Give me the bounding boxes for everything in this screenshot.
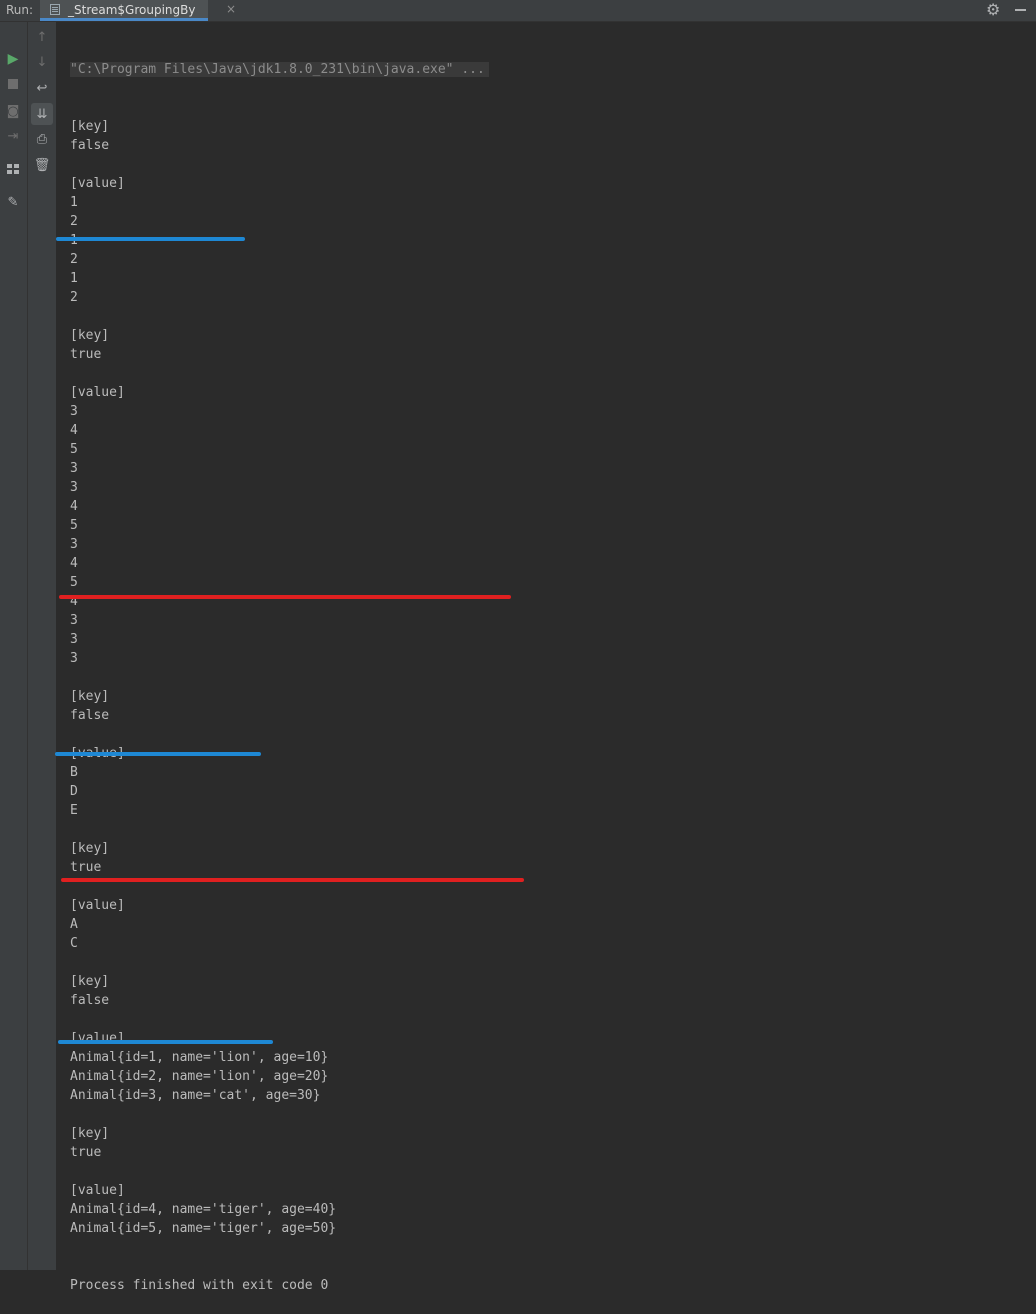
console-line: Animal{id=2, name='lion', age=20} bbox=[70, 1069, 329, 1084]
console-line: 3 bbox=[70, 404, 78, 419]
run-label: Run: bbox=[6, 3, 34, 17]
run-toolbar: ▶ ◙ ⇥ ✎ bbox=[0, 22, 28, 1270]
soft-wrap-icon[interactable]: ↩ bbox=[36, 80, 48, 96]
console-line: Process finished with exit code 0 bbox=[70, 1278, 329, 1293]
console-line bbox=[70, 953, 1010, 972]
console-line bbox=[70, 1257, 1010, 1276]
console-line: [value] bbox=[70, 898, 125, 913]
play-icon[interactable]: ▶ bbox=[7, 51, 19, 67]
red-separator-1 bbox=[59, 595, 511, 599]
trash-icon[interactable]: 🗑 bbox=[33, 157, 51, 173]
console-line bbox=[70, 1105, 1010, 1124]
blue-separator-1 bbox=[56, 237, 245, 241]
console-line bbox=[70, 364, 1010, 383]
console-line: [value] bbox=[70, 176, 125, 191]
console-line: [key] bbox=[70, 974, 110, 989]
arrow-up-icon[interactable]: ↑ bbox=[36, 29, 48, 45]
console-line: [key] bbox=[70, 1126, 110, 1141]
console-line bbox=[70, 155, 1010, 174]
console-line: 1 bbox=[70, 195, 78, 210]
pin-icon[interactable]: ✎ bbox=[7, 194, 19, 210]
blue-separator-2 bbox=[55, 752, 261, 756]
minimize-icon[interactable] bbox=[1015, 9, 1026, 11]
stop-icon[interactable] bbox=[4, 75, 22, 93]
console-line bbox=[70, 1162, 1010, 1181]
console-line bbox=[70, 1238, 1010, 1257]
console-line: E bbox=[70, 803, 78, 818]
tab-title: _Stream$GroupingBy bbox=[68, 3, 196, 17]
gear-icon[interactable]: ⚙ bbox=[986, 0, 1001, 19]
run-tool-window-header: Run: _Stream$GroupingBy × ⚙ bbox=[0, 0, 1036, 22]
console-line: 3 bbox=[70, 480, 78, 495]
console-line: 5 bbox=[70, 518, 78, 533]
console-line: 1 bbox=[70, 271, 78, 286]
console-line: 5 bbox=[70, 442, 78, 457]
console-line: 3 bbox=[70, 613, 78, 628]
layout-icon[interactable] bbox=[4, 160, 22, 178]
console-icon bbox=[50, 4, 60, 15]
command-line: "C:\Program Files\Java\jdk1.8.0_231\bin\… bbox=[70, 62, 489, 77]
print-icon[interactable]: ⎙ bbox=[36, 131, 48, 147]
blue-separator-3 bbox=[58, 1040, 273, 1044]
close-icon[interactable]: × bbox=[226, 2, 237, 16]
console-line bbox=[70, 1010, 1010, 1029]
console-line: false bbox=[70, 138, 110, 153]
console-line: 3 bbox=[70, 651, 78, 666]
console-line: 4 bbox=[70, 499, 78, 514]
console-line: D bbox=[70, 784, 78, 799]
console-line: [value] bbox=[70, 1183, 125, 1198]
console-line: true bbox=[70, 347, 102, 362]
console-line: B bbox=[70, 765, 78, 780]
console-line: [value] bbox=[70, 385, 125, 400]
console-line: C bbox=[70, 936, 78, 951]
console-line: [key] bbox=[70, 328, 110, 343]
console-line: [key] bbox=[70, 841, 110, 856]
console-line: false bbox=[70, 993, 110, 1008]
console-line: 4 bbox=[70, 423, 78, 438]
console-line: 2 bbox=[70, 214, 78, 229]
console-line: [key] bbox=[70, 119, 110, 134]
console-line: 4 bbox=[70, 556, 78, 571]
console-line: Animal{id=4, name='tiger', age=40} bbox=[70, 1202, 337, 1217]
console-line: false bbox=[70, 708, 110, 723]
arrow-down-icon[interactable]: ↓ bbox=[36, 54, 48, 70]
console-line: true bbox=[70, 860, 102, 875]
tab-stream-grouping-by[interactable]: _Stream$GroupingBy × bbox=[40, 0, 236, 21]
red-separator-2 bbox=[61, 878, 524, 882]
console-line: Animal{id=1, name='lion', age=10} bbox=[70, 1050, 329, 1065]
console-line: [key] bbox=[70, 689, 110, 704]
console-line: true bbox=[70, 1145, 102, 1160]
console-line: 3 bbox=[70, 461, 78, 476]
console-lines: [key]false[value]121212[key]true[value]3… bbox=[70, 117, 1010, 1295]
console-line bbox=[70, 307, 1010, 326]
console-line: A bbox=[70, 917, 78, 932]
console-line: [value] bbox=[70, 1031, 125, 1046]
console-line: 3 bbox=[70, 632, 78, 647]
console-line: 4 bbox=[70, 594, 78, 609]
console-line: 3 bbox=[70, 537, 78, 552]
console-line: 2 bbox=[70, 252, 78, 267]
login-icon[interactable]: ⇥ bbox=[7, 128, 19, 144]
console-line: 5 bbox=[70, 575, 78, 590]
console-line bbox=[70, 820, 1010, 839]
console-line bbox=[70, 668, 1010, 687]
scroll-to-end-icon[interactable]: ⇊ bbox=[31, 103, 53, 125]
console-line: 2 bbox=[70, 290, 78, 305]
console-toolbar: ↑ ↓ ↩ ⇊ ⎙ 🗑 bbox=[28, 22, 57, 1270]
camera-icon[interactable]: ◙ bbox=[6, 103, 20, 119]
console-line bbox=[70, 725, 1010, 744]
console-output[interactable]: "C:\Program Files\Java\jdk1.8.0_231\bin\… bbox=[70, 22, 1010, 1314]
console-line: Animal{id=3, name='cat', age=30} bbox=[70, 1088, 321, 1103]
console-line: Animal{id=5, name='tiger', age=50} bbox=[70, 1221, 337, 1236]
